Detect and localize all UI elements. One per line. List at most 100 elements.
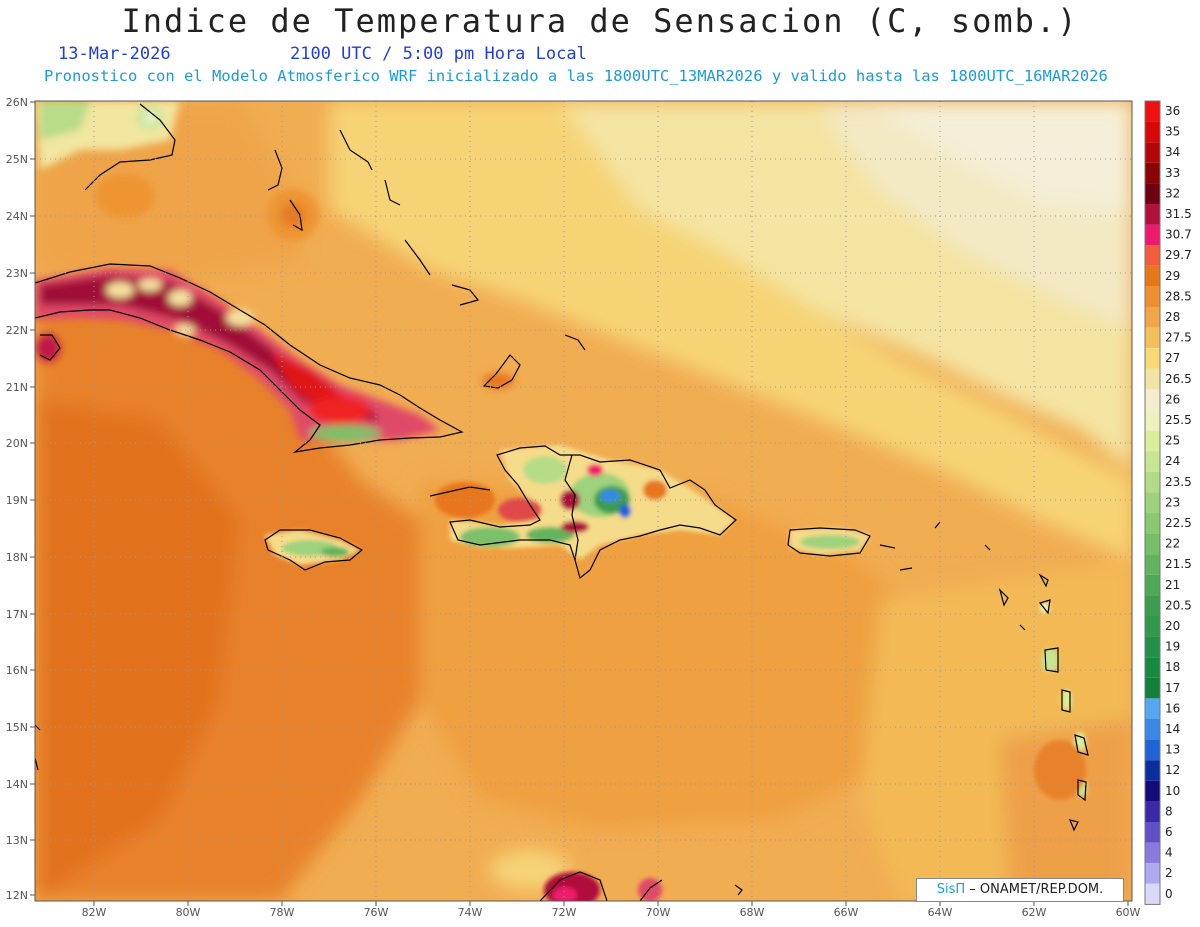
legend-label: 35 xyxy=(1165,125,1180,139)
lat-label: 15N xyxy=(6,721,28,734)
lat-label: 23N xyxy=(6,267,28,280)
legend-label: 27 xyxy=(1165,351,1180,365)
legend-label: 22 xyxy=(1165,537,1180,551)
legend-swatch xyxy=(1145,554,1160,575)
legend-swatch xyxy=(1145,698,1160,719)
legend-label: 18 xyxy=(1165,660,1180,674)
legend-label: 26 xyxy=(1165,392,1180,406)
legend-label: 27.5 xyxy=(1165,331,1192,345)
legend-swatch xyxy=(1145,204,1160,225)
legend-swatch xyxy=(1145,389,1160,410)
lat-label: 17N xyxy=(6,608,28,621)
legend-label: 33 xyxy=(1165,166,1180,180)
legend-label: 36 xyxy=(1165,104,1180,118)
legend-swatch xyxy=(1145,883,1160,905)
lat-label: 13N xyxy=(6,834,28,847)
lat-label: 22N xyxy=(6,324,28,337)
plot-frame xyxy=(34,100,1133,902)
legend-label: 31.5 xyxy=(1165,207,1192,221)
map-title: Indice de Temperatura de Sensacion (C, s… xyxy=(121,2,1079,40)
legend-swatch xyxy=(1145,183,1160,204)
legend-swatch xyxy=(1145,451,1160,472)
coastlines xyxy=(35,103,1089,901)
lat-label: 24N xyxy=(6,210,28,223)
legend-swatch xyxy=(1145,471,1160,493)
forecast-time: 2100 UTC / 5:00 pm Hora Local xyxy=(290,44,587,64)
latitude-labels: 26N 25N 24N 23N 22N 21N 20N 19N 18N 17N … xyxy=(6,96,28,902)
lat-label: 18N xyxy=(6,551,28,564)
legend-swatch xyxy=(1145,616,1160,637)
legend-swatch xyxy=(1145,739,1160,761)
legend-swatch xyxy=(1145,801,1160,822)
legend-label: 10 xyxy=(1165,784,1180,798)
legend-swatch xyxy=(1145,368,1160,390)
legend-label: 29 xyxy=(1165,269,1180,283)
legend-label: 25.5 xyxy=(1165,413,1192,427)
legend-swatch xyxy=(1145,533,1160,555)
legend-label: 34 xyxy=(1165,145,1180,159)
legend-label: 28 xyxy=(1165,310,1180,324)
legend-label: 23 xyxy=(1165,495,1180,509)
lat-label: 26N xyxy=(6,96,28,109)
legend-label: 32 xyxy=(1165,186,1180,200)
lat-label: 16N xyxy=(6,664,28,677)
lon-label: 78W xyxy=(270,906,295,919)
legend-label: 19 xyxy=(1165,640,1180,654)
credit-box: SisΠ – ONAMET/REP.DOM. xyxy=(916,878,1124,902)
legend-label: 30.7 xyxy=(1165,228,1192,242)
legend-label: 13 xyxy=(1165,743,1180,757)
legend-label: 24 xyxy=(1165,454,1180,468)
legend-swatch xyxy=(1145,657,1160,678)
legend-label: 8 xyxy=(1165,804,1173,818)
lon-label: 62W xyxy=(1022,906,1047,919)
legend-swatch xyxy=(1145,863,1160,884)
legend-label: 28.5 xyxy=(1165,289,1192,303)
model-run-info: Pronostico con el Modelo Atmosferico WRF… xyxy=(44,67,1108,85)
legend-label: 14 xyxy=(1165,722,1180,736)
legend-label: 22.5 xyxy=(1165,516,1192,530)
lon-label: 66W xyxy=(834,906,859,919)
lon-label: 68W xyxy=(740,906,765,919)
legend-swatch xyxy=(1145,822,1160,843)
legend-swatch xyxy=(1145,307,1160,328)
legend-label: 23.5 xyxy=(1165,475,1192,489)
lon-label: 70W xyxy=(646,906,671,919)
lon-label: 64W xyxy=(928,906,953,919)
legend-label: 12 xyxy=(1165,763,1180,777)
legend-label: 21.5 xyxy=(1165,557,1192,571)
lon-label: 60W xyxy=(1116,906,1141,919)
lon-label: 74W xyxy=(458,906,483,919)
lat-label: 19N xyxy=(6,494,28,507)
credit-text: – ONAMET/REP.DOM. xyxy=(965,882,1104,897)
legend-swatch xyxy=(1145,595,1160,616)
legend-label: 21 xyxy=(1165,578,1180,592)
legend-label: 29.7 xyxy=(1165,248,1192,262)
legend-swatch xyxy=(1145,760,1160,781)
legend-swatch xyxy=(1145,780,1160,802)
lat-label: 12N xyxy=(6,889,28,902)
temperature-field xyxy=(35,101,1132,901)
legend-swatch xyxy=(1145,142,1160,163)
lon-label: 82W xyxy=(82,906,107,919)
legend-swatch xyxy=(1145,224,1160,246)
lon-label: 76W xyxy=(364,906,389,919)
legend-label: 0 xyxy=(1165,887,1173,901)
legend-swatch xyxy=(1145,513,1160,534)
legend-swatch xyxy=(1145,430,1160,452)
legend-swatch xyxy=(1145,719,1160,740)
legend-label: 4 xyxy=(1165,846,1173,860)
legend-swatch xyxy=(1145,492,1160,513)
forecast-date: 13-Mar-2026 xyxy=(58,44,171,64)
lat-label: 20N xyxy=(6,437,28,450)
legend-label: 16 xyxy=(1165,701,1180,715)
legend-label: 25 xyxy=(1165,434,1180,448)
legend-swatch xyxy=(1145,636,1160,658)
lat-ticks xyxy=(30,101,35,896)
legend-swatch xyxy=(1145,348,1160,369)
legend-swatch xyxy=(1145,265,1160,287)
legend-label: 20 xyxy=(1165,619,1180,633)
legend-swatch xyxy=(1145,162,1160,184)
sispi-logo-text: SisΠ xyxy=(936,882,966,897)
lon-label: 72W xyxy=(552,906,577,919)
